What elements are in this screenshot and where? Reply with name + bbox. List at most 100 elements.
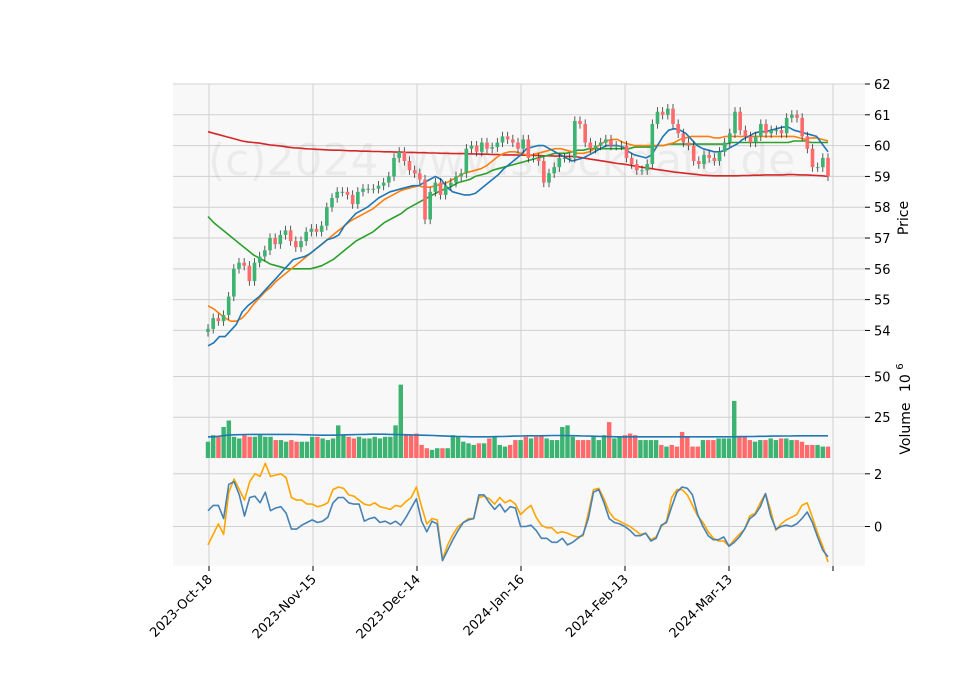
candle xyxy=(826,153,830,182)
candle xyxy=(490,142,494,154)
candle-body xyxy=(273,238,277,245)
volume-bar xyxy=(435,448,440,458)
candle-body xyxy=(815,167,820,169)
watermark: (c)2024 www.stockdata.de xyxy=(208,135,795,186)
candle-body xyxy=(330,197,334,208)
candle-body xyxy=(635,164,639,171)
candle xyxy=(330,193,334,212)
volume-bar xyxy=(565,425,570,458)
volume-bar xyxy=(398,384,403,458)
volume-bar xyxy=(554,440,560,458)
candle-body xyxy=(247,265,252,282)
candle-body xyxy=(759,124,763,137)
candle xyxy=(583,119,587,148)
volume-bar xyxy=(523,436,529,458)
volume-bar xyxy=(330,438,336,458)
candle-body xyxy=(542,161,546,183)
candle xyxy=(319,221,324,237)
candle xyxy=(748,131,753,148)
candle-body xyxy=(707,154,711,158)
volume-bar xyxy=(299,441,304,458)
candle-body xyxy=(232,268,236,297)
candle xyxy=(242,258,246,271)
candle xyxy=(702,150,706,169)
oscillator-line-b xyxy=(207,462,829,563)
volume-label-text: Volume xyxy=(898,403,914,455)
volume-bar xyxy=(237,438,242,458)
volume-bar xyxy=(320,438,325,458)
candle xyxy=(764,119,768,138)
candle xyxy=(350,190,355,209)
candle-body xyxy=(263,250,267,257)
candle-body xyxy=(552,167,556,174)
candle-body xyxy=(500,136,505,143)
price-tick-label: 61 xyxy=(874,109,891,124)
candle-body xyxy=(593,145,598,149)
candle-body xyxy=(387,176,391,183)
volume-bar xyxy=(534,436,539,458)
candle xyxy=(542,156,546,188)
volume-bar xyxy=(476,443,482,458)
volume-bar xyxy=(758,440,763,458)
candle xyxy=(526,134,531,163)
candle xyxy=(237,258,241,274)
candle xyxy=(288,225,293,246)
volume-bar xyxy=(429,449,435,458)
candle-body xyxy=(469,145,474,149)
candle-body xyxy=(226,296,231,316)
candle-body xyxy=(412,170,417,174)
candle-body xyxy=(712,157,717,162)
volume-bar xyxy=(794,440,799,458)
candle xyxy=(619,140,624,151)
candle-body xyxy=(350,194,355,205)
volume-bar xyxy=(382,436,388,458)
volume-bar xyxy=(580,440,586,458)
candle xyxy=(790,110,794,123)
candle-body xyxy=(691,145,696,162)
candle xyxy=(552,162,556,178)
volume-bar xyxy=(648,440,654,458)
candle xyxy=(232,264,236,302)
volume-bar xyxy=(674,446,680,458)
volume-bar xyxy=(549,440,555,458)
candle xyxy=(438,177,443,200)
candle-body xyxy=(764,124,768,134)
candle-body xyxy=(216,318,221,322)
candle xyxy=(433,177,438,197)
candle xyxy=(340,187,345,197)
volume-bar xyxy=(325,440,331,458)
volume-bar xyxy=(351,438,357,458)
volume-bar xyxy=(341,435,346,458)
candle xyxy=(278,230,283,249)
volume-bar xyxy=(612,438,617,458)
volume-bar xyxy=(518,440,523,458)
volume-bar xyxy=(362,438,367,458)
price-tick-label: 55 xyxy=(874,294,891,309)
volume-bar xyxy=(763,440,768,458)
volume-bar xyxy=(721,438,727,458)
candle xyxy=(505,131,510,145)
candle-body xyxy=(769,130,773,134)
candle-body xyxy=(733,111,737,134)
candle-body xyxy=(449,182,453,186)
candle xyxy=(671,104,675,129)
candle-body xyxy=(464,148,469,174)
candle-body xyxy=(810,148,815,168)
candle xyxy=(774,125,779,135)
volume-bar xyxy=(450,435,456,458)
candle xyxy=(815,162,820,172)
x-tick-label: 2023-Oct-18 xyxy=(147,572,215,640)
candle-body xyxy=(609,139,613,146)
candle-body xyxy=(697,161,701,165)
candle-body xyxy=(304,231,308,242)
volume-bar xyxy=(414,433,419,458)
candle-body xyxy=(397,151,401,158)
candle xyxy=(325,202,329,231)
candle-body xyxy=(728,133,732,143)
volume-bar xyxy=(778,438,784,458)
volume-bar xyxy=(289,440,294,458)
candle xyxy=(381,177,386,191)
candle-body xyxy=(221,315,226,322)
volume-bar xyxy=(737,436,742,458)
